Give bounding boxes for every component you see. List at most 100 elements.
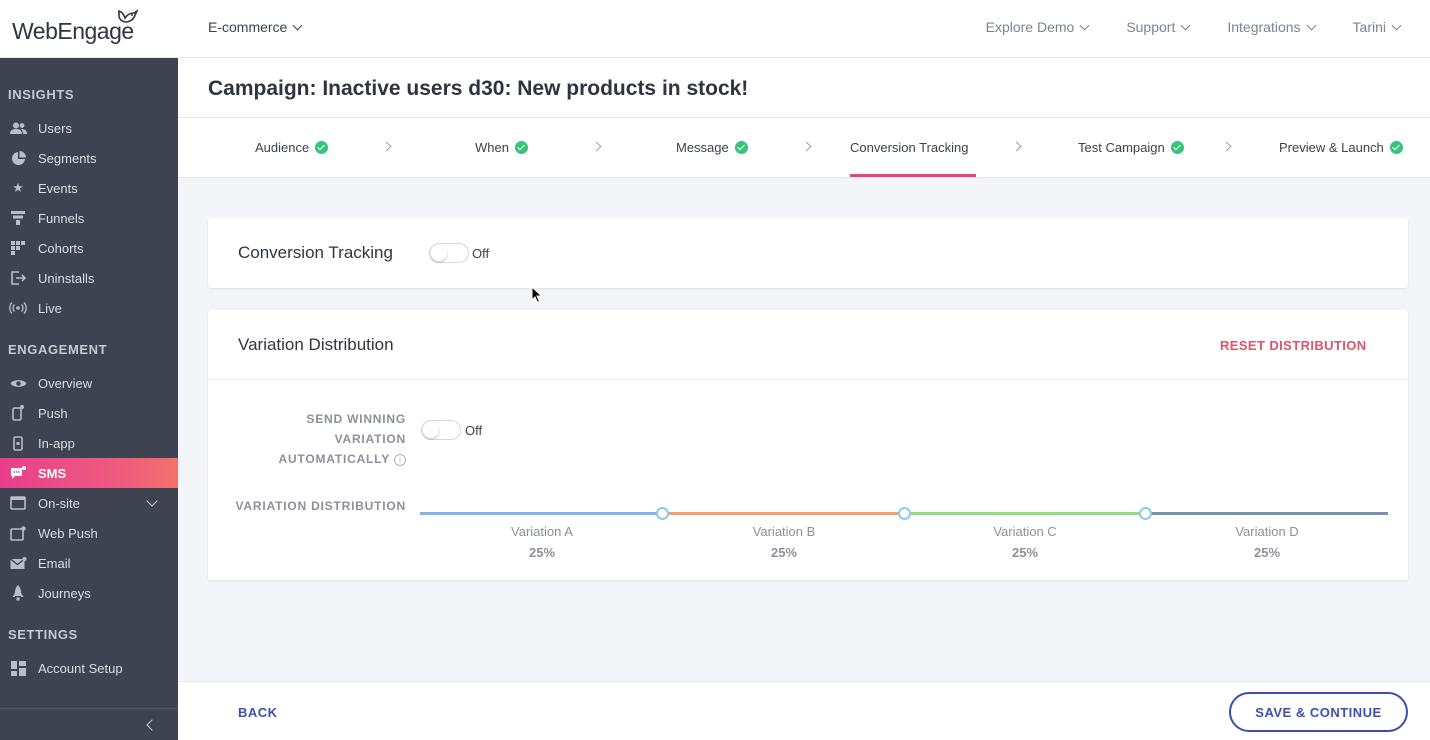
sidebar-item-users[interactable]: Users (0, 113, 178, 143)
variation-b-percent: 25% (770, 545, 798, 560)
sidebar-item-label: Cohorts (38, 240, 84, 256)
label-line: SEND WINNING (306, 412, 406, 426)
step-label: Test Campaign (1078, 140, 1165, 155)
explore-demo-menu[interactable]: Explore Demo (986, 19, 1090, 35)
slider-handle-bc[interactable] (898, 507, 911, 520)
check-icon (514, 141, 528, 154)
envelope-icon (9, 554, 27, 572)
sidebar-item-events[interactable]: ★ Events (0, 173, 178, 203)
variation-d-name: Variation D (1235, 524, 1299, 539)
sidebar-item-label: In-app (38, 435, 75, 451)
sidebar-item-label: Users (38, 120, 72, 136)
support-menu[interactable]: Support (1126, 19, 1191, 35)
conversion-tracking-toggle[interactable] (429, 243, 469, 263)
rocket-icon (9, 584, 27, 602)
sidebar-item-label: Events (38, 180, 78, 196)
section-title-engagement: ENGAGEMENT (8, 342, 108, 357)
sidebar-item-uninstalls[interactable]: Uninstalls (0, 263, 178, 293)
distribution-slider-track[interactable] (420, 512, 1388, 515)
sidebar-item-cohorts[interactable]: Cohorts (0, 233, 178, 263)
chevron-left-icon (146, 719, 158, 731)
slider-handle-ab[interactable] (656, 507, 669, 520)
chevron-down-icon (1180, 20, 1191, 30)
variation-distribution-card: Variation Distribution RESET DISTRIBUTIO… (208, 310, 1408, 580)
check-icon (734, 141, 748, 154)
slider-handle-cd[interactable] (1139, 507, 1152, 520)
variation-c-percent: 25% (1011, 545, 1039, 560)
chevron-down-icon (1391, 20, 1402, 30)
variation-c-segment (904, 512, 1146, 515)
back-button[interactable]: BACK (238, 705, 278, 720)
step-label: Preview & Launch (1279, 140, 1384, 155)
footer-bar: BACK SAVE & CONTINUE (178, 681, 1430, 740)
sidebar-item-push[interactable]: Push (0, 398, 178, 428)
step-preview-launch[interactable]: Preview & Launch (1279, 140, 1403, 155)
integrations-menu[interactable]: Integrations (1227, 19, 1316, 35)
step-label: Message (676, 140, 729, 155)
sidebar-item-segments[interactable]: Segments (0, 143, 178, 173)
sidebar-item-label: Uninstalls (38, 270, 95, 286)
integrations-label: Integrations (1227, 19, 1301, 35)
chevron-right-icon (801, 141, 812, 152)
label-line: AUTOMATICALLY (278, 452, 390, 466)
variation-a-percent: 25% (528, 545, 556, 560)
sidebar-item-live[interactable]: Live (0, 293, 178, 323)
sidebar-item-account-setup[interactable]: Account Setup (0, 653, 178, 683)
user-name: Tarini (1352, 19, 1386, 35)
toggle-knob (423, 422, 439, 438)
send-winning-toggle[interactable] (421, 420, 461, 440)
sidebar-item-web-push[interactable]: Web Push (0, 518, 178, 548)
sidebar: INSIGHTS Users Segments ★ Events Funnels… (0, 58, 178, 740)
users-icon (9, 119, 27, 137)
variation-distribution-title: Variation Distribution (238, 335, 394, 354)
onsite-icon (9, 494, 27, 512)
variation-d-percent: 25% (1253, 545, 1281, 560)
step-test-campaign[interactable]: Test Campaign (1078, 140, 1184, 155)
sidebar-item-on-site[interactable]: On-site (0, 488, 178, 518)
conversion-tracking-state: Off (472, 246, 490, 261)
chevron-down-icon (292, 20, 303, 30)
sidebar-item-journeys[interactable]: Journeys (0, 578, 178, 608)
info-icon[interactable]: i (394, 453, 406, 466)
star-icon: ★ (12, 180, 24, 195)
top-bar: WebEngage E-commerce Explore Demo Suppor… (0, 0, 1430, 58)
logo-text: WebEngage (12, 18, 134, 44)
sidebar-item-label: Web Push (38, 525, 98, 541)
sidebar-item-email[interactable]: Email (0, 548, 178, 578)
chevron-down-icon (1306, 20, 1316, 30)
sidebar-item-label: Segments (38, 150, 97, 166)
sidebar-item-label: Overview (38, 375, 93, 391)
sidebar-item-label: Live (38, 300, 62, 316)
step-label: Conversion Tracking (850, 140, 969, 155)
sidebar-item-sms[interactable]: SMS (0, 458, 178, 488)
chevron-right-icon (381, 141, 392, 152)
sidebar-item-funnels[interactable]: Funnels (0, 203, 178, 233)
step-conversion-tracking[interactable]: Conversion Tracking (850, 140, 969, 155)
page-title: Campaign: Inactive users d30: New produc… (208, 77, 749, 100)
section-title-settings: SETTINGS (8, 627, 78, 642)
sidebar-item-in-app[interactable]: In-app (0, 428, 178, 458)
check-icon (1389, 141, 1403, 154)
sidebar-collapse-button[interactable] (0, 708, 178, 740)
reset-distribution-button[interactable]: RESET DISTRIBUTION (1220, 338, 1367, 353)
step-audience[interactable]: Audience (255, 140, 329, 155)
send-winning-label: SEND WINNING VARIATION AUTOMATICALLY i (248, 409, 406, 469)
step-label: Audience (255, 140, 310, 155)
mobile-push-icon (9, 404, 27, 422)
sidebar-item-overview[interactable]: Overview (0, 368, 178, 398)
sidebar-item-label: Funnels (38, 210, 85, 226)
step-message[interactable]: Message (676, 140, 748, 155)
eye-icon (9, 374, 27, 392)
user-menu[interactable]: Tarini (1352, 19, 1402, 35)
send-winning-state: Off (465, 423, 483, 438)
variation-b-name: Variation B (752, 524, 816, 539)
chevron-down-icon[interactable] (146, 495, 158, 507)
funnel-icon (9, 209, 27, 227)
project-selector[interactable]: E-commerce (208, 19, 303, 35)
step-when[interactable]: When (475, 140, 528, 155)
web-push-icon (9, 524, 27, 542)
variation-c-name: Variation C (993, 524, 1057, 539)
save-continue-button[interactable]: SAVE & CONTINUE (1229, 692, 1408, 732)
mouse-cursor-icon (531, 286, 543, 304)
variation-b-segment (662, 512, 904, 515)
